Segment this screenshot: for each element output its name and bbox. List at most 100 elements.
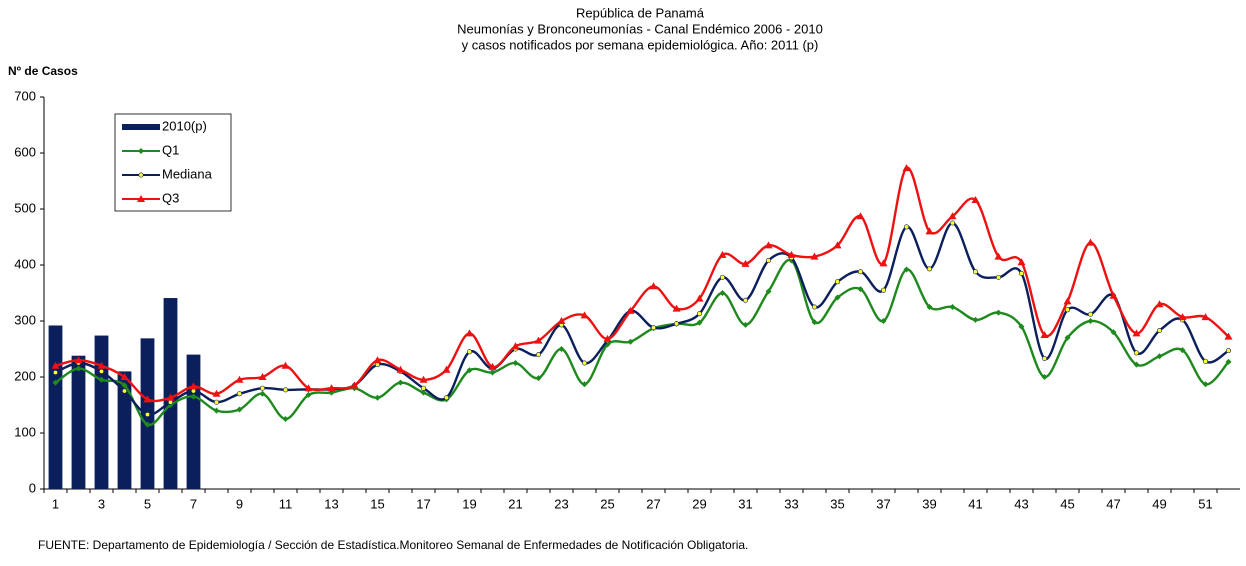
- point-marker: [1063, 297, 1072, 305]
- point-marker: [144, 421, 151, 428]
- point-marker: [948, 212, 957, 220]
- x-tick-label: 45: [1060, 496, 1074, 511]
- y-tick-label: 100: [14, 424, 36, 439]
- bar: [186, 354, 201, 489]
- point-marker: [995, 309, 1002, 316]
- title-line: y casos notificados por semana epidemiol…: [462, 37, 819, 52]
- legend-marker: [138, 172, 144, 178]
- point-marker: [259, 390, 266, 397]
- point-marker: [994, 252, 1003, 260]
- point-marker: [1203, 358, 1209, 364]
- x-tick-label: 27: [646, 496, 660, 511]
- point-marker: [396, 365, 405, 373]
- x-tick-label: 1: [52, 496, 59, 511]
- point-marker: [373, 356, 382, 364]
- point-marker: [972, 316, 979, 323]
- point-marker: [99, 368, 105, 374]
- x-tick-label: 25: [600, 496, 614, 511]
- point-marker: [1109, 291, 1118, 299]
- x-tick-label: 7: [190, 496, 197, 511]
- point-marker: [949, 304, 956, 310]
- point-marker: [811, 304, 817, 310]
- point-marker: [75, 365, 82, 372]
- x-tick-label: 47: [1106, 496, 1120, 511]
- y-axis-label: Nº de Casos: [8, 64, 78, 78]
- point-marker: [442, 365, 451, 373]
- point-marker: [902, 164, 911, 172]
- point-marker: [145, 412, 151, 418]
- legend-marker: [137, 195, 145, 202]
- point-marker: [1225, 358, 1232, 365]
- point-marker: [281, 361, 290, 369]
- point-marker: [857, 286, 864, 293]
- point-marker: [926, 266, 932, 272]
- y-tick-label: 300: [14, 312, 36, 327]
- point-marker: [925, 227, 934, 235]
- point-marker: [764, 241, 773, 249]
- point-marker: [488, 362, 497, 370]
- point-marker: [834, 294, 841, 301]
- x-tick-label: 17: [416, 496, 430, 511]
- point-marker: [1155, 300, 1164, 308]
- point-marker: [833, 241, 842, 249]
- bar: [48, 325, 63, 489]
- x-tick-label: 31: [738, 496, 752, 511]
- point-marker: [557, 317, 566, 324]
- point-marker: [74, 356, 83, 364]
- point-marker: [1133, 361, 1140, 368]
- point-marker: [512, 360, 519, 366]
- point-marker: [214, 399, 220, 405]
- point-marker: [857, 269, 863, 275]
- y-tick-label: 700: [14, 88, 36, 103]
- point-marker: [1018, 270, 1024, 276]
- point-marker: [1088, 311, 1094, 317]
- x-tick-label: 39: [922, 496, 936, 511]
- x-tick-label: 23: [554, 496, 568, 511]
- point-marker: [811, 319, 818, 326]
- point-marker: [98, 376, 105, 383]
- point-marker: [190, 393, 197, 400]
- x-tick-label: 43: [1014, 496, 1028, 511]
- point-marker: [719, 290, 726, 296]
- x-tick-label: 41: [968, 496, 982, 511]
- point-marker: [305, 391, 312, 398]
- point-marker: [903, 224, 909, 230]
- point-marker: [1201, 313, 1210, 321]
- point-marker: [1202, 381, 1209, 388]
- point-marker: [672, 304, 681, 312]
- point-marker: [1132, 329, 1141, 337]
- point-marker: [1156, 353, 1163, 360]
- bar: [117, 371, 132, 489]
- line-q1: [54, 258, 1230, 427]
- point-marker: [212, 389, 221, 397]
- bar: [71, 355, 86, 489]
- point-marker: [1042, 356, 1048, 362]
- point-marker: [374, 394, 381, 401]
- point-marker: [420, 385, 426, 391]
- point-marker: [511, 342, 520, 350]
- point-marker: [1018, 323, 1025, 330]
- x-tick-label: 13: [324, 496, 338, 511]
- point-marker: [972, 269, 978, 275]
- x-tick-label: 15: [370, 496, 384, 511]
- point-marker: [535, 375, 542, 382]
- point-marker: [122, 388, 128, 394]
- point-marker: [787, 250, 796, 258]
- point-marker: [97, 361, 106, 369]
- point-marker: [995, 274, 1001, 280]
- point-marker: [189, 382, 198, 390]
- point-marker: [350, 381, 359, 389]
- point-marker: [237, 391, 243, 397]
- x-tick-label: 33: [784, 496, 798, 511]
- point-marker: [742, 297, 748, 303]
- legend-label: Q3: [162, 190, 179, 205]
- point-marker: [741, 259, 750, 267]
- point-marker: [143, 395, 152, 403]
- point-marker: [856, 212, 865, 220]
- point-marker: [765, 258, 771, 264]
- point-marker: [1157, 328, 1163, 334]
- point-marker: [903, 266, 910, 273]
- title-line: República de Panamá: [576, 5, 705, 20]
- x-tick-label: 49: [1152, 496, 1166, 511]
